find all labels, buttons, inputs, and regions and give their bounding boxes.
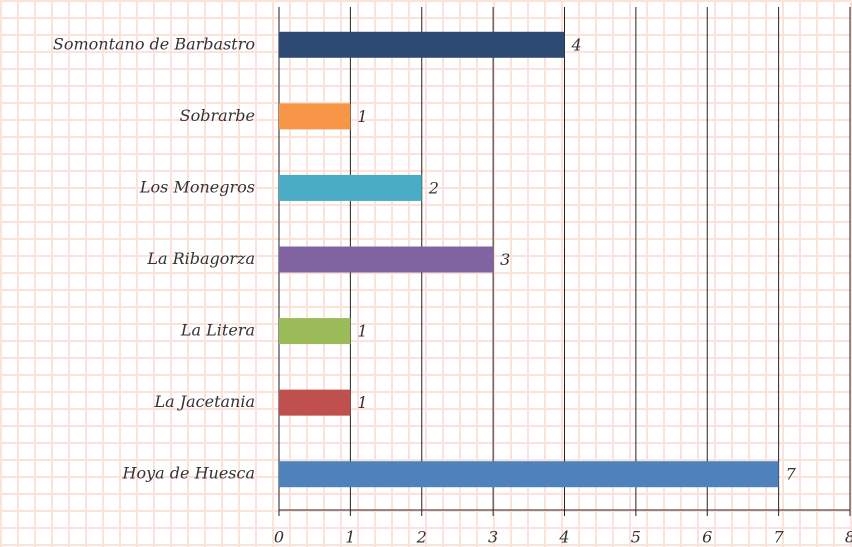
x-tick-label: 5 [631, 528, 641, 547]
value-label: 7 [786, 465, 797, 484]
y-tick-label: Somontano de Barbastro [53, 34, 255, 53]
bar [279, 174, 422, 201]
x-tick-label: 8 [845, 528, 852, 547]
y-tick-label: La Ribagorza [146, 249, 255, 268]
bar [279, 318, 351, 345]
bar [279, 389, 351, 416]
x-tick-label: 2 [416, 528, 427, 547]
y-tick-label: La Jacetania [153, 392, 255, 411]
value-label: 1 [357, 393, 367, 412]
x-tick-label: 4 [558, 528, 569, 547]
x-tick-label: 0 [274, 528, 284, 547]
x-tick-label: 3 [488, 528, 498, 547]
value-label: 1 [357, 107, 367, 126]
value-label: 4 [571, 35, 582, 54]
value-label: 2 [428, 178, 439, 197]
x-tick-label: 7 [774, 528, 785, 547]
y-tick-label: Los Monegros [139, 177, 255, 196]
bar [279, 246, 494, 273]
value-label: 3 [500, 250, 510, 269]
y-tick-label: Hoya de Huesca [122, 464, 255, 483]
value-label: 1 [357, 322, 367, 341]
x-tick-label: 1 [345, 528, 355, 547]
bar [279, 31, 565, 58]
bar [279, 103, 351, 130]
y-tick-label: La Litera [180, 321, 255, 340]
x-tick-label: 6 [702, 528, 712, 547]
bar [279, 461, 779, 488]
y-tick-label: Sobrarbe [180, 106, 255, 125]
